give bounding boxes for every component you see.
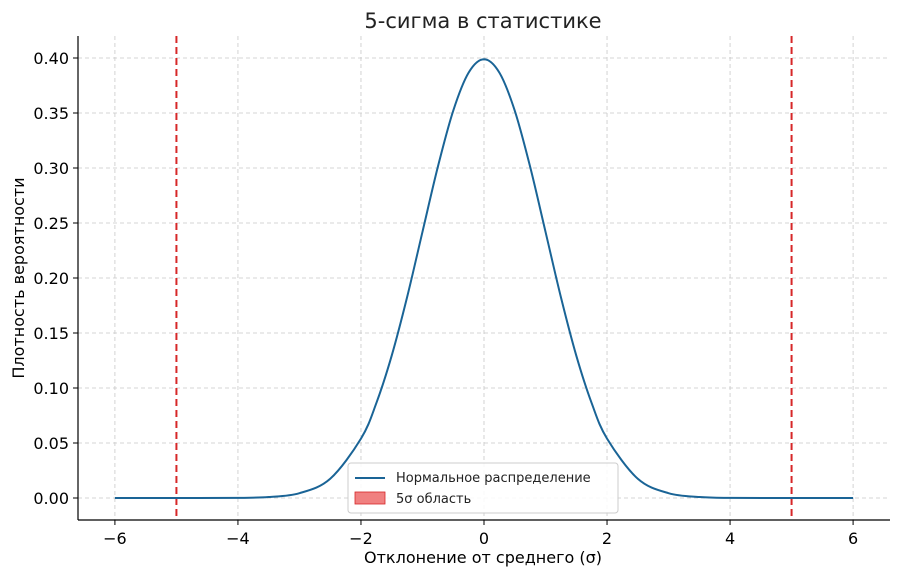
legend-label-5sigma: 5σ область xyxy=(396,492,471,507)
x-tick-label: 4 xyxy=(725,529,735,548)
legend: Нормальное распределение 5σ область xyxy=(347,462,619,514)
series-layer xyxy=(114,58,854,500)
sigma-lines xyxy=(175,36,793,520)
x-tick-label: −4 xyxy=(226,529,250,548)
y-tick-label: 0.25 xyxy=(33,214,69,233)
x-tick-label: −6 xyxy=(103,529,127,548)
y-tick-label: 0.00 xyxy=(33,489,69,508)
x-tick-label: 2 xyxy=(602,529,612,548)
chart-title: 5-сигма в статистике xyxy=(364,9,601,33)
legend-frame xyxy=(347,462,619,514)
y-tick-label: 0.30 xyxy=(33,159,69,178)
series-line-normal xyxy=(114,58,854,500)
x-tick-label: 0 xyxy=(479,529,489,548)
y-tick-label: 0.40 xyxy=(33,49,69,68)
legend-label-normal: Нормальное распределение xyxy=(396,471,591,486)
y-tick-label: 0.05 xyxy=(33,434,69,453)
y-tick-label: 0.20 xyxy=(33,269,69,288)
x-tick-label: −2 xyxy=(349,529,373,548)
grid xyxy=(78,36,890,520)
x-axis-label: Отклонение от среднего (σ) xyxy=(364,548,602,567)
y-axis-label: Плотность вероятности xyxy=(9,177,28,378)
x-ticks: −6 −4 −2 0 2 4 6 xyxy=(103,520,858,548)
y-tick-label: 0.35 xyxy=(33,104,69,123)
y-tick-label: 0.15 xyxy=(33,324,69,343)
legend-patch-swatch xyxy=(354,491,386,505)
x-tick-label: 6 xyxy=(848,529,858,548)
y-ticks: 0.00 0.05 0.10 0.15 0.20 0.25 0.30 0.35 0.40 xyxy=(33,49,78,508)
y-tick-label: 0.10 xyxy=(33,379,69,398)
